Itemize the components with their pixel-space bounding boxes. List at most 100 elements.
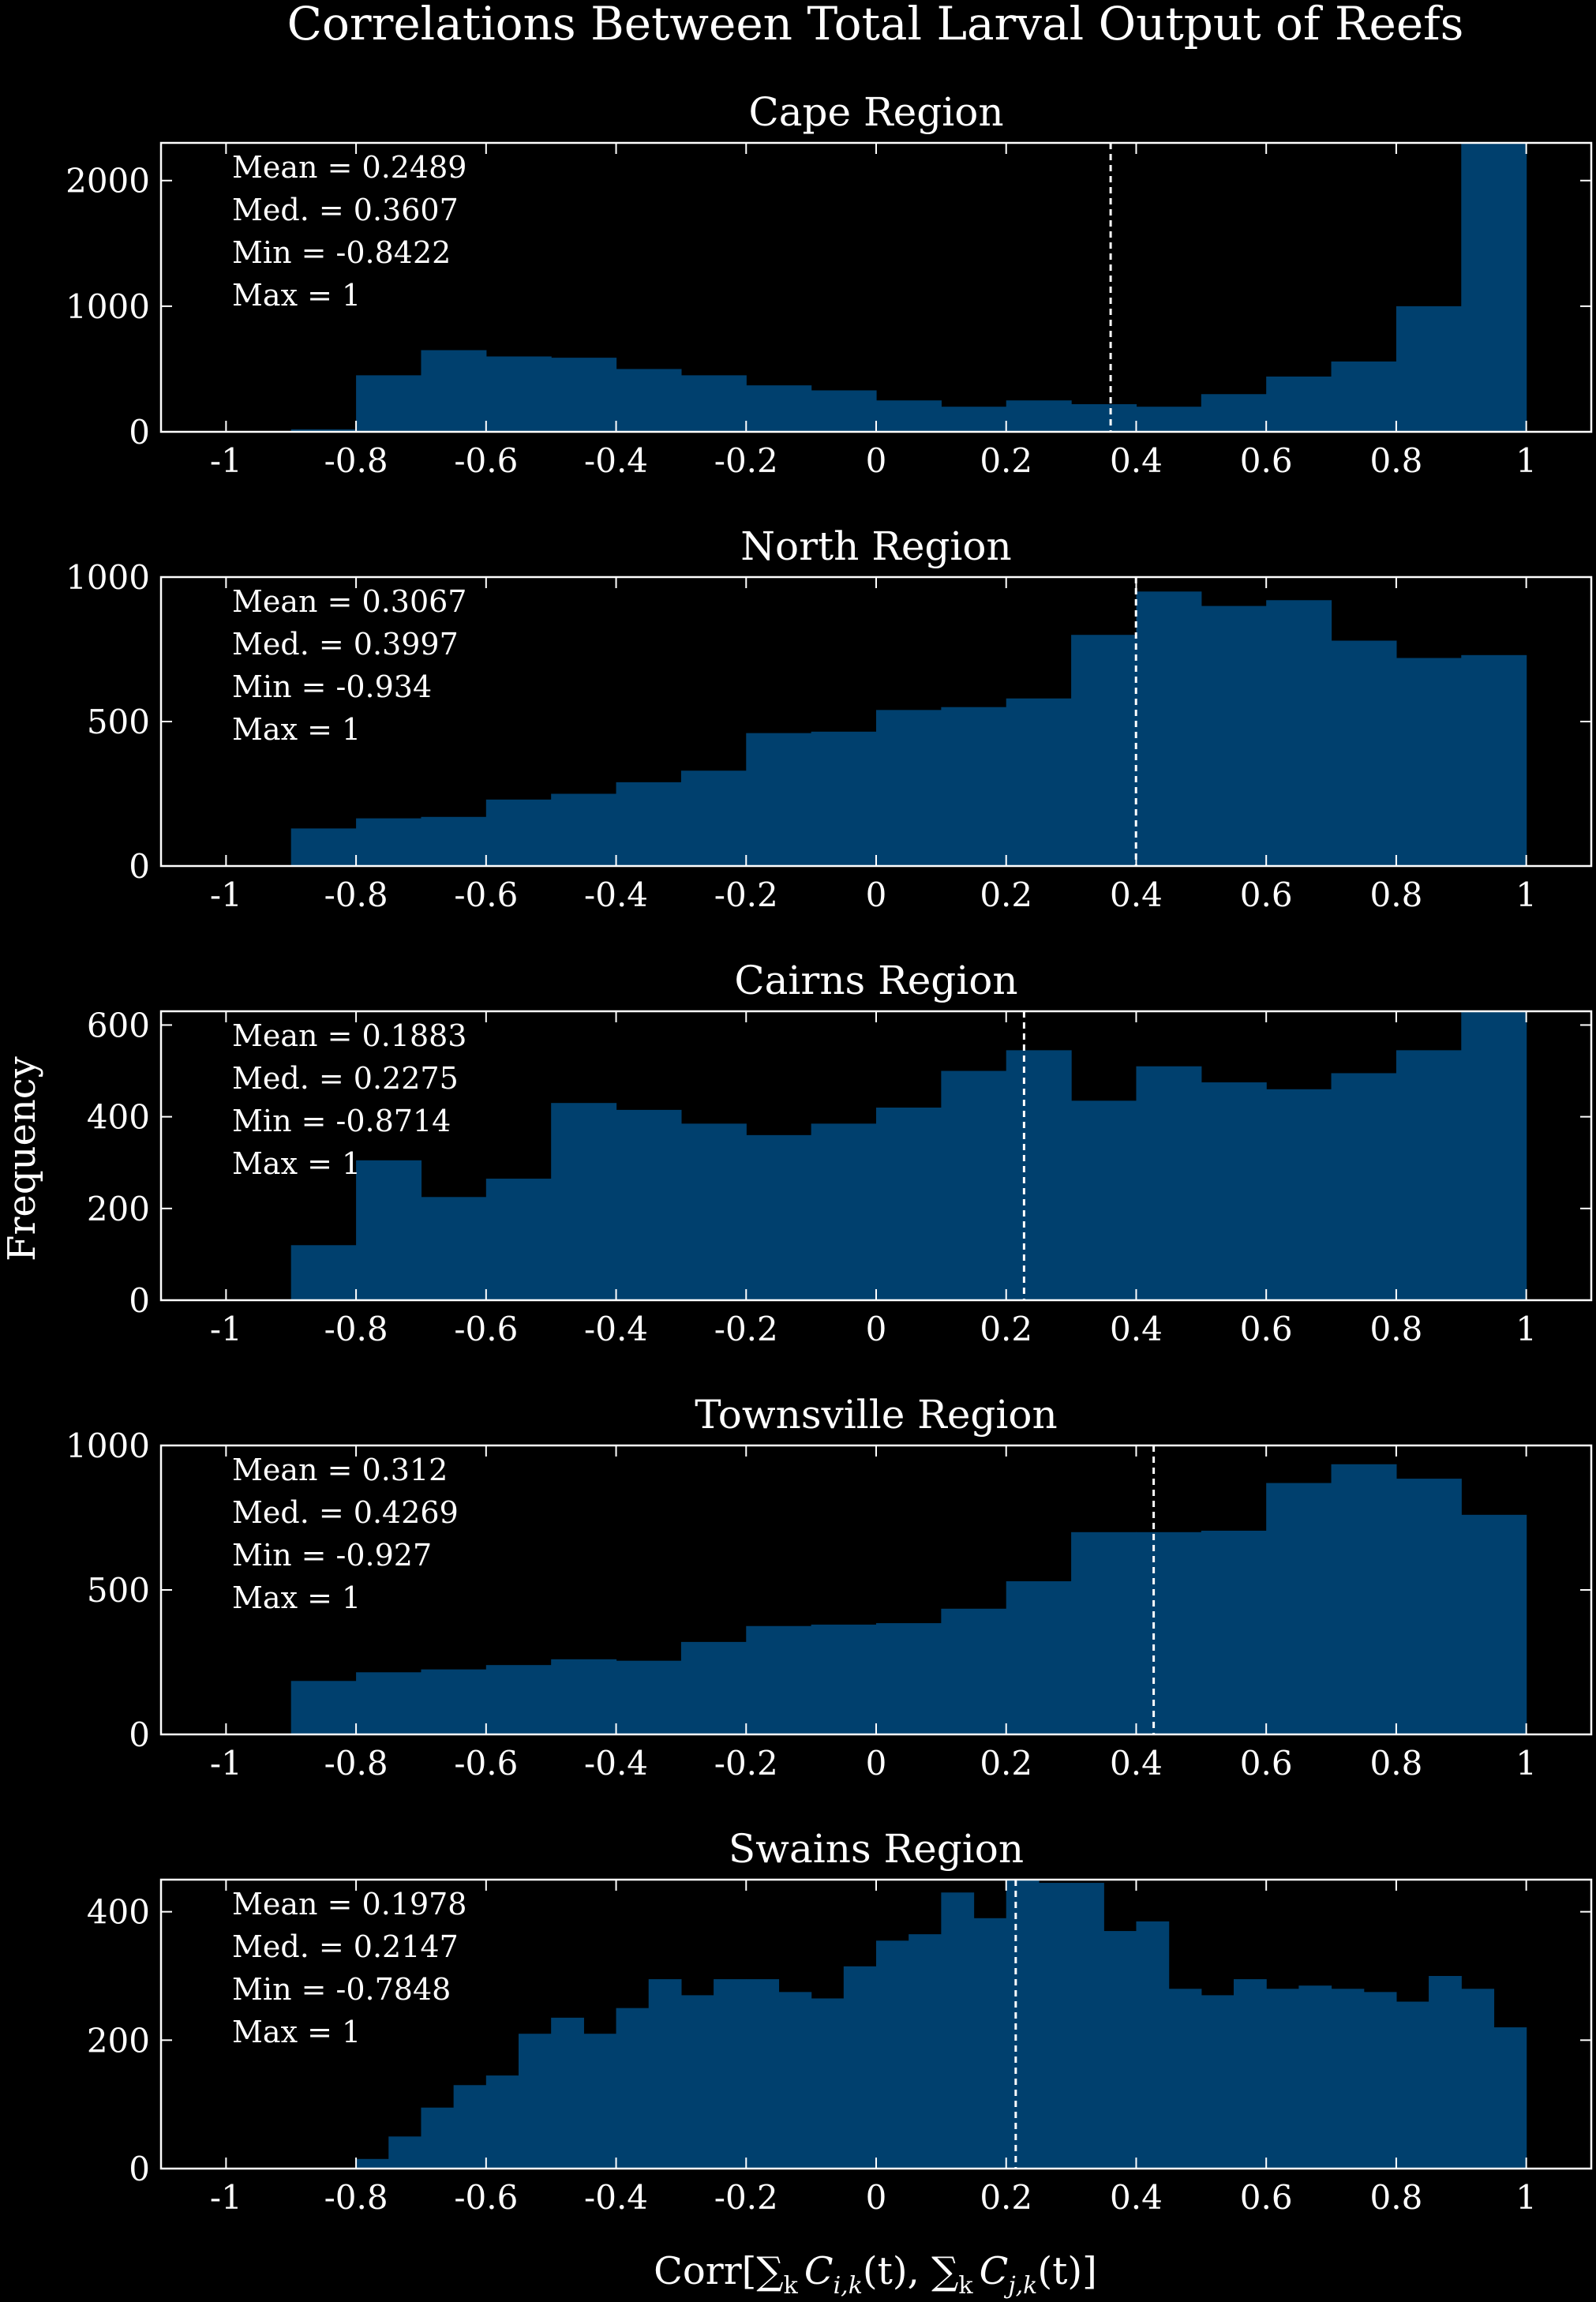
stats-text: Mean = 0.1883: [232, 1018, 467, 1053]
panel-townsville-region: Townsville Region -1 -0.8 -0.6 -0.4 -0.2 0 0.2 0…: [66, 1392, 1593, 1783]
histogram-bar: [1136, 1532, 1202, 1734]
x-tick-label: -0.8: [324, 2178, 388, 2217]
y-tick-label: 1000: [66, 558, 150, 597]
x-tick-label: 1: [1515, 875, 1537, 914]
stats-text: Mean = 0.2489: [232, 150, 467, 185]
histogram-bar: [811, 1123, 877, 1300]
stats-text: Mean = 0.312: [232, 1453, 448, 1487]
histogram-bar: [421, 350, 487, 432]
histogram-bar: [973, 1918, 1007, 2169]
histogram-bar: [1396, 306, 1462, 432]
histogram-bar: [680, 1123, 747, 1300]
histogram-bar: [941, 1608, 1007, 1734]
histogram-bar: [1298, 1985, 1332, 2169]
x-tick-label: -0.4: [584, 441, 648, 480]
histogram-bar: [616, 1109, 682, 1300]
x-tick-label: -1: [210, 1310, 242, 1348]
histogram-bar: [1006, 1050, 1072, 1300]
histogram-bar: [616, 1660, 682, 1734]
y-tick-label: 400: [87, 1893, 150, 1932]
histogram-bar: [1071, 635, 1137, 866]
x-tick-label: -0.6: [454, 441, 518, 480]
histogram-bar: [1396, 1050, 1462, 1300]
x-axis-label: Corr[∑k Ci,k(t), ∑k Cj,k(t)]: [654, 2249, 1097, 2300]
stats-text: Med. = 0.3607: [232, 193, 459, 227]
histogram-bar: [1071, 1532, 1137, 1734]
histogram-bar: [1266, 1483, 1332, 1734]
y-tick-label: 200: [87, 1190, 150, 1228]
histogram-bar: [876, 1623, 942, 1734]
x-tick-label: -0.4: [584, 1744, 648, 1783]
panel-title: North Region: [740, 523, 1011, 569]
histogram-bar: [1461, 143, 1527, 432]
x-tick-label: -1: [210, 2178, 242, 2217]
x-tick-label: 0.4: [1110, 875, 1163, 914]
histogram-bar: [1331, 1989, 1365, 2169]
x-tick-label: 0.4: [1110, 2178, 1163, 2217]
histogram-bar: [551, 1659, 617, 1734]
x-tick-label: -0.6: [454, 1744, 518, 1783]
x-tick-label: 0.2: [980, 441, 1032, 480]
histogram-bar: [356, 1160, 422, 1300]
histogram-bar: [746, 1625, 812, 1734]
stats-text: Med. = 0.4269: [232, 1495, 459, 1530]
histogram-bar: [519, 2034, 552, 2169]
y-tick-label: 400: [87, 1098, 150, 1137]
histogram-bar: [1201, 605, 1267, 866]
histogram-bar: [551, 1103, 617, 1300]
histogram-bar: [680, 1641, 747, 1734]
histogram-bar: [388, 2136, 422, 2169]
histogram-bar: [421, 1669, 487, 1734]
x-tick-label: 0.8: [1370, 1310, 1423, 1348]
panel-cairns-region: Cairns Region -1 -0.8 -0.6 -0.4 -0.2 0 0.2 0.4 0.…: [87, 958, 1593, 1348]
histogram-bar: [1006, 400, 1072, 432]
bars: [290, 1011, 1527, 1300]
histogram-bar: [551, 358, 617, 432]
histogram-bar: [1461, 654, 1527, 866]
histogram-bar: [1266, 1089, 1332, 1300]
histogram-bar: [1363, 1992, 1397, 2169]
histogram-bar: [648, 1979, 682, 2169]
histogram-bar: [1266, 1989, 1299, 2169]
bars: [290, 1464, 1527, 1734]
x-tick-label: 1: [1515, 441, 1537, 480]
histogram-bar: [1396, 1479, 1462, 1734]
histogram-bar: [1168, 1989, 1202, 2169]
x-tick-label: 1: [1515, 1310, 1537, 1348]
panel-title: Cape Region: [748, 89, 1003, 135]
histogram-bar: [616, 369, 682, 432]
stats-text: Mean = 0.3067: [232, 584, 467, 619]
histogram-bar: [1493, 2027, 1527, 2169]
stats-text: Med. = 0.3997: [232, 627, 459, 662]
x-tick-label: 0.2: [980, 1310, 1032, 1348]
x-tick-label: -0.8: [324, 441, 388, 480]
x-tick-label: 0.8: [1370, 1744, 1423, 1783]
x-tick-label: -0.2: [714, 441, 778, 480]
histogram-bar: [583, 2034, 617, 2169]
y-tick-label: 1000: [66, 287, 150, 326]
x-tick-label: -0.8: [324, 1310, 388, 1348]
stats-text: Min = -0.934: [232, 669, 432, 704]
y-tick-label: 0: [129, 1715, 150, 1754]
panel-cape-region: Cape Region -1 -0.8 -0.6 -0.4 -0.2 0 0.2 0.4 0.6 0…: [66, 89, 1593, 480]
histogram-bar: [811, 731, 877, 866]
histogram-bar: [1071, 403, 1137, 432]
x-tick-label: 0.6: [1240, 1744, 1293, 1783]
x-tick-label: 0.4: [1110, 1744, 1163, 1783]
x-tick-label: 0: [866, 875, 887, 914]
y-tick-label: 500: [87, 703, 150, 741]
histogram-bar: [746, 1979, 780, 2169]
histogram-bar: [1201, 1995, 1234, 2169]
histogram-bar: [1461, 1989, 1495, 2169]
histogram-bar: [714, 1979, 747, 2169]
x-tick-label: -1: [210, 1744, 242, 1783]
histogram-bar: [1006, 698, 1072, 866]
histogram-bar: [485, 1179, 552, 1300]
histogram-bar: [1331, 640, 1397, 866]
histogram-bar: [421, 816, 487, 866]
x-tick-label: 0.8: [1370, 2178, 1423, 2217]
histogram-bar: [1136, 591, 1202, 866]
histogram-bar: [811, 390, 877, 432]
histogram-bar: [876, 710, 942, 866]
panel-title: Swains Region: [729, 1826, 1024, 1872]
